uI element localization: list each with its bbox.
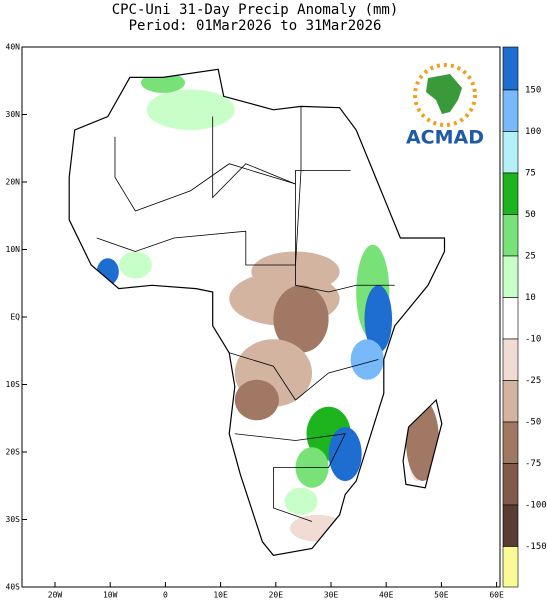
lat-label: 40N — [6, 43, 21, 52]
logo-africa — [426, 74, 462, 114]
anomaly-patch — [350, 339, 384, 380]
colorbar-label: -75 — [525, 459, 541, 469]
colorbar-label: -50 — [525, 418, 541, 428]
logo: ACMAD — [406, 63, 484, 149]
colorbar-label: -150 — [525, 542, 547, 552]
colorbar-swatch — [502, 380, 519, 423]
anomaly-patch — [234, 379, 279, 421]
colorbar-swatch — [502, 46, 519, 91]
colorbar-swatch — [502, 214, 519, 257]
colorbar-swatch — [502, 421, 519, 464]
coastline — [68, 68, 446, 556]
lat-label: 40S — [6, 583, 21, 592]
lat-label: 10N — [6, 245, 21, 254]
colorbar-label: 50 — [525, 210, 536, 220]
colorbar-swatch — [502, 463, 519, 506]
colorbar-label: 100 — [525, 127, 541, 137]
colorbar-label: 75 — [525, 169, 536, 179]
colorbar: 150 100 75 50 25 10 -10 -25 -50 -75 -100 -150 — [502, 46, 547, 588]
logo-sun — [413, 63, 477, 127]
colorbar-label: -25 — [525, 376, 541, 386]
lat-label: 20S — [6, 448, 21, 457]
lat-label: 20N — [6, 178, 21, 187]
colorbar-swatch — [502, 89, 519, 132]
anomaly-patch — [118, 251, 152, 279]
lat-label: EQ — [10, 313, 20, 322]
colorbar-swatch — [502, 255, 519, 298]
map: 40N 30N 20N 10N EQ 10S 20S 30S 40S 20W 10W 0 10E 20E 3… — [6, 43, 504, 600]
anomaly-patch — [146, 89, 235, 130]
colorbar-label: 25 — [525, 252, 536, 262]
logo-text: ACMAD — [406, 127, 484, 149]
border — [114, 106, 302, 212]
border — [229, 352, 379, 401]
colorbar-swatch — [502, 172, 519, 215]
lon-label: 30E — [324, 591, 339, 600]
colorbar-label: 150 — [525, 86, 541, 96]
colorbar-swatch — [502, 297, 519, 340]
border — [96, 116, 296, 266]
lon-label: 40E — [379, 591, 394, 600]
anomaly-patch — [273, 285, 329, 353]
lon-label: 10E — [213, 591, 228, 600]
lon-label: 50E — [434, 591, 449, 600]
colorbar-swatch — [502, 504, 519, 547]
lon-label: 0 — [163, 591, 168, 600]
colorbar-swatch — [502, 338, 519, 381]
anomaly-patch — [328, 427, 362, 481]
border — [295, 170, 395, 293]
colorbar-label: -10 — [525, 335, 541, 345]
border — [234, 433, 346, 522]
colorbar-swatch — [502, 131, 519, 174]
lon-label: 20E — [269, 591, 284, 600]
colorbar-swatch — [502, 546, 519, 588]
lat-label: 30N — [6, 110, 21, 119]
colorbar-label: -100 — [525, 501, 547, 511]
title-line-1: CPC-Uni 31-Day Precip Anomaly (mm) — [112, 2, 399, 18]
title-line-2: Period: 01Mar2026 to 31Mar2026 — [129, 18, 382, 34]
lon-label: 10W — [103, 591, 118, 600]
anomaly-patch — [284, 487, 318, 515]
lon-label: 20W — [48, 591, 63, 600]
colorbar-label: 10 — [525, 293, 536, 303]
lat-label: 30S — [6, 515, 21, 524]
anomaly-field — [96, 69, 439, 542]
lon-label: 60E — [489, 591, 504, 600]
anomaly-patch — [364, 285, 393, 353]
lat-label: 10S — [6, 380, 21, 389]
